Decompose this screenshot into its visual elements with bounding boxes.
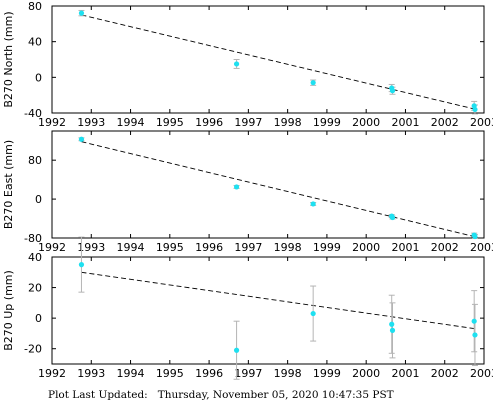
x-tick-label: 1994 (117, 367, 145, 380)
trend-line (81, 271, 477, 330)
data-point (78, 136, 85, 142)
y-tick-label: 40 (28, 36, 42, 49)
y-axis-label: B270 East (mm) (2, 140, 15, 229)
x-tick-label: 1992 (38, 241, 66, 254)
x-tick-label: 1992 (38, 116, 66, 129)
data-point (389, 214, 396, 221)
data-point (389, 327, 396, 333)
data-point (78, 262, 85, 268)
x-tick-label: 1996 (195, 116, 223, 129)
x-tick-label: 1994 (117, 116, 145, 129)
trend-line (81, 141, 477, 238)
panel-up: 1992 1993 1994 1995 1996 1997 1998 1999 2000 2001… (2, 236, 493, 380)
y-tick-label: -20 (24, 343, 42, 356)
trend-line (81, 14, 477, 110)
x-tick-label: 2003 (470, 241, 493, 254)
panel-north: 1992 1993 1994 1995 1996 1997 1998 1999 2000 2001… (2, 0, 493, 129)
x-tick-label: 1993 (77, 241, 105, 254)
x-tick-label: 2002 (431, 116, 459, 129)
data-point (233, 184, 240, 190)
data-point (471, 318, 477, 324)
y-tick-label: -80 (24, 232, 42, 245)
x-tick-label: 1995 (156, 241, 184, 254)
x-tick-label: 2000 (352, 241, 380, 254)
x-tick-label: 1996 (195, 241, 223, 254)
plot-last-updated: Plot Last Updated: Thursday, November 05… (48, 389, 394, 401)
plot-frame (51, 256, 485, 365)
x-tick-label: 1997 (234, 116, 262, 129)
x-tick-label: 1992 (38, 367, 66, 380)
data-point (472, 106, 478, 113)
x-tick-label: 1997 (234, 367, 262, 380)
data-point (310, 310, 316, 317)
data-point (78, 10, 85, 16)
y-tick-label: 20 (28, 282, 42, 295)
y-axis-label: B270 North (mm) (2, 11, 15, 107)
plot-frame (51, 130, 485, 239)
plot-last-updated-datetime: Thursday, November 05, 2020 10:47:35 PST (157, 389, 394, 401)
plot-frame (51, 5, 485, 114)
y-tick-label: 40 (28, 251, 42, 264)
data-point (233, 347, 240, 353)
x-tick-label: 1998 (274, 241, 302, 254)
x-tick-label: 1998 (274, 367, 302, 380)
x-tick-label: 1999 (313, 367, 341, 380)
data-point (472, 332, 478, 338)
data-point (389, 88, 396, 94)
x-tick-label: 1999 (313, 241, 341, 254)
x-tick-label: 1993 (77, 367, 105, 380)
x-tick-label: 2002 (431, 241, 459, 254)
y-axis-label: B270 Up (mm) (2, 270, 15, 351)
data-point (310, 201, 316, 207)
x-tick-label: 1994 (117, 241, 145, 254)
x-tick-label: 2003 (470, 367, 493, 380)
x-tick-label: 1999 (313, 116, 341, 129)
x-tick-label: 2000 (352, 116, 380, 129)
panel-east: 1992 1993 1994 1995 1996 1997 1998 1999 2000 2001… (2, 130, 493, 254)
data-point (233, 61, 240, 67)
x-tick-label: 2001 (391, 116, 419, 129)
x-tick-label: 2002 (431, 367, 459, 380)
data-point (389, 321, 395, 327)
plot-last-updated-label: Plot Last Updated: (48, 389, 148, 401)
y-tick-label: 0 (35, 71, 42, 84)
y-tick-label: 0 (35, 312, 42, 325)
x-tick-label: 2001 (391, 241, 419, 254)
x-tick-label: 2003 (470, 116, 493, 129)
x-tick-label: 1998 (274, 116, 302, 129)
y-tick-label: 80 (28, 0, 42, 13)
y-tick-label: 0 (35, 193, 42, 206)
x-tick-label: 1993 (77, 116, 105, 129)
y-tick-label: 80 (28, 154, 42, 167)
x-tick-label: 2000 (352, 367, 380, 380)
data-point (310, 80, 316, 86)
x-tick-label: 1997 (234, 241, 262, 254)
data-point (472, 233, 478, 240)
x-tick-label: 2001 (391, 367, 419, 380)
y-tick-label: -40 (24, 107, 42, 120)
x-tick-label: 1996 (195, 367, 223, 380)
x-tick-label: 1995 (156, 116, 184, 129)
x-tick-label: 1995 (156, 367, 184, 380)
